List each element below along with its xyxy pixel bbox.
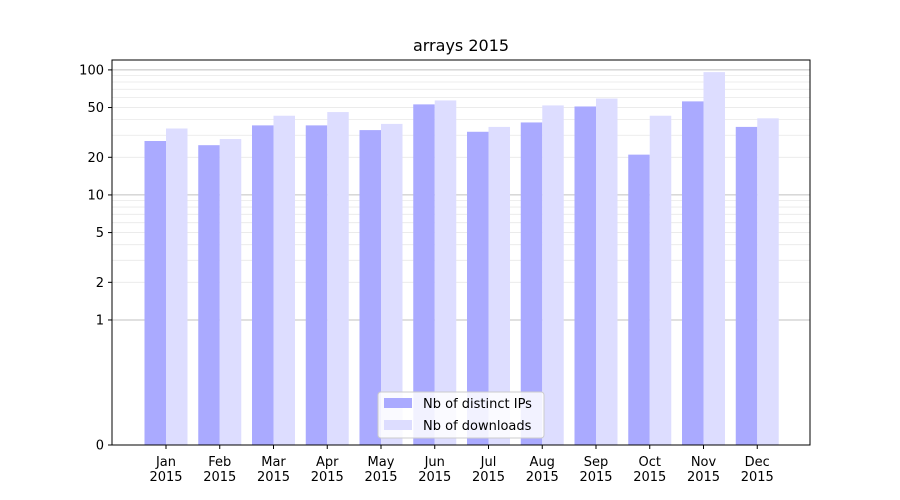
bar-downloads — [219, 139, 242, 445]
bar-distinct-ips — [198, 145, 220, 445]
x-tick-label: Jun — [424, 455, 445, 470]
x-tick-label: 2015 — [364, 470, 397, 485]
y-tick-label: 1 — [96, 313, 104, 328]
x-tick-label: Oct — [639, 455, 661, 470]
bar-distinct-ips — [413, 104, 435, 445]
x-tick-label: 2015 — [257, 470, 290, 485]
x-tick-label: 2015 — [526, 470, 559, 485]
bar-downloads — [596, 98, 618, 446]
bar-downloads — [703, 72, 725, 445]
bar-distinct-ips — [682, 101, 704, 445]
x-tick-label: 2015 — [687, 470, 720, 485]
legend-label-distinct-ips: Nb of distinct IPs — [423, 397, 532, 412]
x-tick-label: Aug — [530, 455, 555, 470]
bar-downloads — [434, 100, 457, 445]
bar-downloads — [542, 105, 564, 446]
legend-label-downloads: Nb of downloads — [423, 419, 532, 434]
legend-swatch-distinct-ips — [384, 398, 412, 408]
bar-distinct-ips — [520, 122, 543, 445]
bar-distinct-ips — [359, 130, 381, 445]
plot-frame — [111, 59, 811, 446]
bar-distinct-ips — [252, 125, 274, 445]
legend-swatch-downloads — [384, 420, 412, 430]
x-tick-label: 2015 — [633, 470, 666, 485]
bar-downloads — [381, 123, 403, 445]
y-tick-label: 0 — [96, 439, 104, 454]
bar-downloads — [488, 126, 510, 446]
x-tick-label: Dec — [745, 455, 770, 470]
bar-distinct-ips — [735, 126, 758, 446]
y-tick-label: 10 — [87, 188, 104, 203]
x-tick-label: May — [368, 455, 395, 470]
x-tick-label: Jan — [155, 455, 176, 470]
bar-downloads — [649, 115, 672, 445]
x-tick-label: 2015 — [741, 470, 774, 485]
bar-downloads — [273, 115, 295, 445]
y-tick-label: 50 — [87, 101, 104, 116]
bar-downloads — [327, 112, 349, 445]
x-tick-label: 2015 — [579, 470, 612, 485]
bar-distinct-ips — [574, 106, 596, 445]
bar-distinct-ips — [144, 140, 166, 445]
x-axis: Jan2015Feb2015Mar2015Apr2015May2015Jun20… — [149, 445, 774, 485]
y-axis: 0 1 2 5 10 20 50 100 — [79, 63, 112, 454]
bar-distinct-ips — [467, 131, 489, 445]
x-tick-label: 2015 — [418, 470, 451, 485]
legend: Nb of distinct IPs Nb of downloads — [377, 391, 545, 439]
x-tick-label: Feb — [208, 455, 231, 470]
bar-downloads — [757, 118, 779, 445]
bars-layer — [144, 72, 779, 446]
x-tick-label: Mar — [261, 455, 286, 470]
y-tick-label: 5 — [96, 226, 104, 241]
legend-box — [377, 391, 545, 439]
y-tick-label: 100 — [79, 63, 104, 78]
x-tick-label: Jul — [480, 455, 497, 470]
x-tick-label: Nov — [691, 455, 717, 470]
x-tick-label: 2015 — [472, 470, 505, 485]
x-tick-label: 2015 — [149, 470, 182, 485]
chart-title: arrays 2015 — [413, 36, 509, 55]
x-tick-label: 2015 — [203, 470, 236, 485]
bar-distinct-ips — [305, 125, 328, 445]
bar-distinct-ips — [628, 154, 650, 446]
x-tick-label: Sep — [584, 455, 609, 470]
bar-downloads — [166, 128, 188, 445]
x-tick-label: Apr — [316, 455, 339, 470]
y-tick-label: 20 — [87, 151, 104, 166]
y-tick-label: 2 — [96, 276, 104, 291]
x-tick-label: 2015 — [311, 470, 344, 485]
